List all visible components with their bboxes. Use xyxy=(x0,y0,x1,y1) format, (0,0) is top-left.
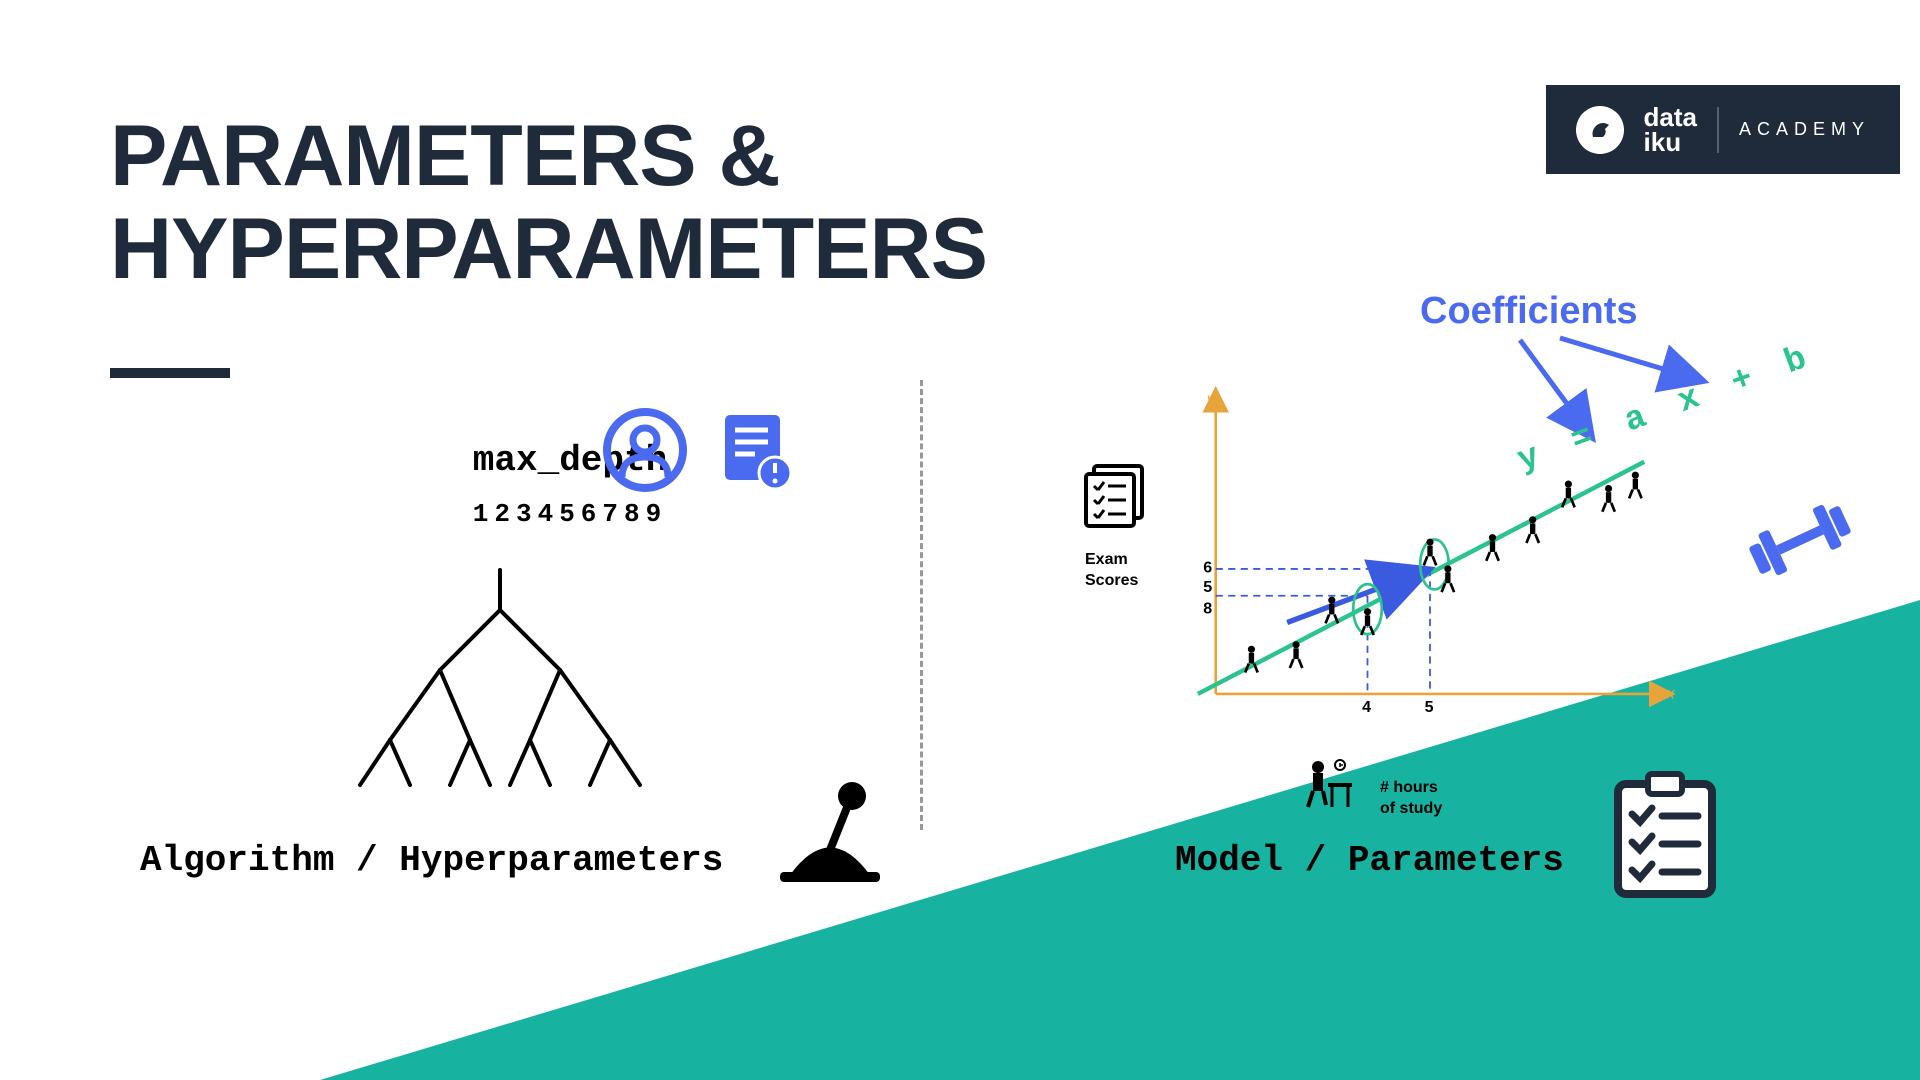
page-title: PARAMETERS & HYPERPARAMETERS xyxy=(110,110,987,296)
svg-text:4: 4 xyxy=(1362,698,1371,716)
hours-study-label: # hours of study xyxy=(1380,778,1442,820)
logo-brand-text: data iku xyxy=(1644,105,1697,154)
checklist-clipboard-icon xyxy=(1610,770,1720,905)
y-axis-label: y xyxy=(1206,390,1216,408)
regression-chart: y x 6 5 8 xyxy=(1180,380,1680,740)
svg-text:8: 8 xyxy=(1203,600,1212,618)
title-underline xyxy=(110,368,230,378)
logo-line2: iku xyxy=(1644,130,1697,155)
logo-line1: data xyxy=(1644,105,1697,130)
svg-text:5: 5 xyxy=(1203,578,1212,596)
logo-badge: data iku ACADEMY xyxy=(1546,85,1900,174)
title-line1: PARAMETERS & xyxy=(110,110,987,203)
numbers-row: 123456789 xyxy=(250,499,890,529)
dumbbell-icon xyxy=(1740,495,1860,590)
center-divider xyxy=(920,380,923,830)
svg-text:6: 6 xyxy=(1203,559,1212,577)
title-line2: HYPERPARAMETERS xyxy=(110,203,987,296)
logo-divider xyxy=(1717,107,1719,153)
lever-icon xyxy=(770,780,890,895)
user-icon xyxy=(600,405,690,500)
x-axis-label: x xyxy=(1666,684,1676,702)
model-parameters-label: Model / Parameters xyxy=(1175,840,1564,881)
exam-scores-label: Exam Scores xyxy=(1085,550,1138,592)
person-studying-icon xyxy=(1298,755,1358,820)
dataiku-bird-icon xyxy=(1576,106,1624,154)
logo-academy: ACADEMY xyxy=(1739,119,1870,140)
checklist-stack-icon xyxy=(1080,460,1150,535)
svg-text:5: 5 xyxy=(1425,698,1434,716)
algorithm-label: Algorithm / Hyperparameters xyxy=(140,840,723,881)
document-alert-icon xyxy=(710,405,800,500)
left-section: max_depth 123456789 xyxy=(110,440,890,529)
tree-diagram xyxy=(340,560,660,790)
